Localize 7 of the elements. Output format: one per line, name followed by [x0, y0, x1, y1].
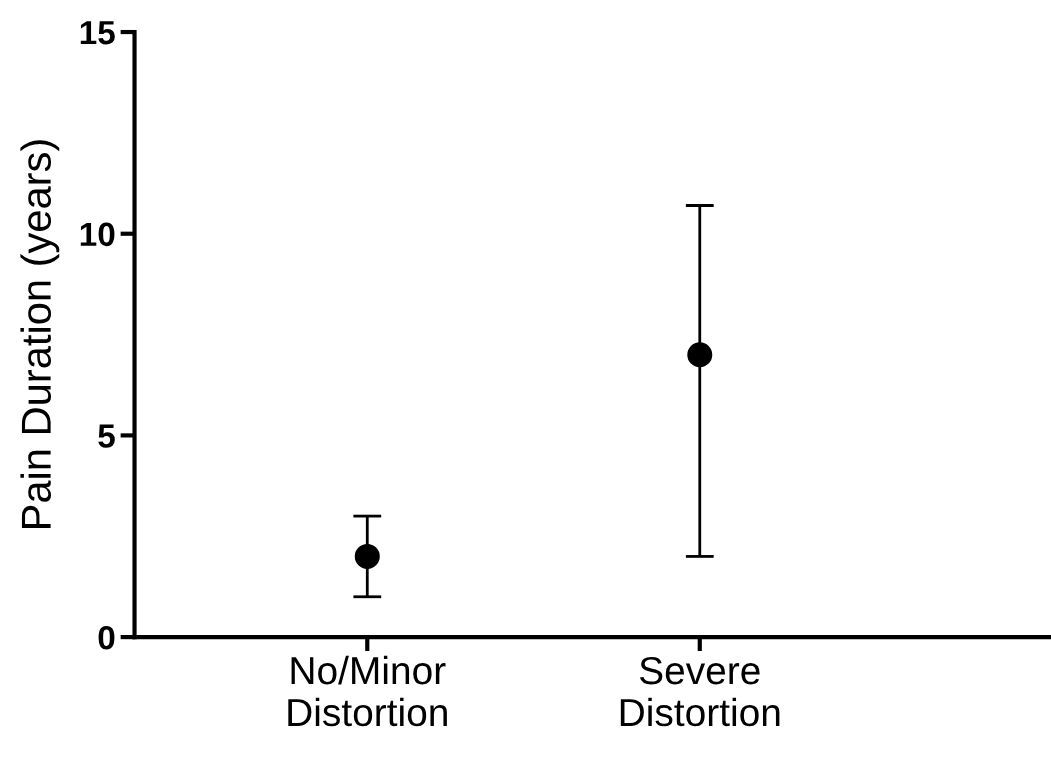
y-tick-label: 5 — [98, 424, 115, 448]
y-tick-label: 10 — [80, 222, 115, 247]
x-tick-label: Severe Distortion — [620, 656, 780, 727]
y-tick-label: 0 — [98, 625, 115, 650]
x-tick-label: No/Minor Distortion — [288, 655, 447, 727]
y-axis-title: Pain Duration (years) — [20, 140, 60, 528]
y-tick-label: 15 — [80, 21, 115, 45]
